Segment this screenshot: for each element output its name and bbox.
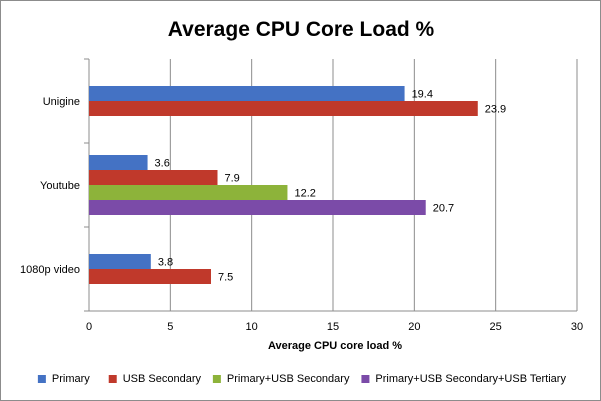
legend-label-primary-usb-secondary: Primary+USB Secondary: [227, 373, 350, 385]
legend-swatch-usb-secondary: [108, 375, 117, 383]
legend-swatch-primary: [37, 375, 46, 383]
x-tick-label-25: 25: [490, 321, 502, 333]
x-axis-title: Average CPU core load %: [268, 340, 402, 352]
legend-swatch-primary-usb-secondary-usb-tertiary: [361, 375, 370, 383]
category-label-youtube: Youtube: [40, 180, 80, 192]
data-labels: 19.4 23.9 3.6 7.9 12.2 20.7 3.8 7.5: [155, 89, 507, 284]
bar-youtube-primary-usb-secondary-usb-tertiary: [89, 200, 426, 215]
x-tick-label-30: 30: [571, 321, 583, 333]
chart-title: Average CPU Core Load %: [168, 18, 435, 41]
data-label-1080p-video-primary: 3.8: [158, 257, 173, 269]
x-tick-label-20: 20: [408, 321, 420, 333]
bar-unigine-usb-secondary: [89, 101, 478, 116]
data-label-youtube-primary: 3.6: [155, 158, 170, 170]
legend-label-primary: Primary: [52, 373, 90, 385]
bar-unigine-primary: [89, 86, 405, 101]
data-label-youtube-usb-secondary: 7.9: [225, 173, 240, 185]
bar-youtube-primary-usb-secondary: [89, 185, 288, 200]
category-labels: Unigine Youtube 1080p video: [20, 96, 80, 276]
data-label-youtube-primary-usb-secondary-usb-tertiary: 20.7: [433, 203, 454, 215]
data-label-youtube-primary-usb-secondary: 12.2: [294, 188, 315, 200]
bar-youtube-primary: [89, 155, 148, 170]
category-ticks: [84, 58, 89, 312]
legend-label-usb-secondary: USB Secondary: [123, 373, 202, 385]
bars: [89, 86, 478, 284]
legend: Primary USB Secondary Primary+USB Secondar…: [37, 373, 566, 385]
data-label-unigine-primary: 19.4: [412, 89, 433, 101]
data-label-1080p-video-usb-secondary: 7.5: [218, 272, 233, 284]
bar-1080p-video-primary: [89, 254, 151, 269]
x-tick-labels: 0 5 10 15 20 25 30: [86, 321, 583, 333]
x-tick-label-0: 0: [86, 321, 92, 333]
category-label-1080p-video: 1080p video: [20, 264, 80, 276]
x-tick-label-5: 5: [167, 321, 173, 333]
data-label-unigine-usb-secondary: 23.9: [485, 104, 506, 116]
category-label-unigine: Unigine: [43, 96, 80, 108]
legend-label-primary-usb-secondary-usb-tertiary: Primary+USB Secondary+USB Tertiary: [375, 373, 566, 385]
x-tick-label-15: 15: [327, 321, 339, 333]
x-tick-label-10: 10: [246, 321, 258, 333]
legend-swatch-primary-usb-secondary: [212, 375, 221, 383]
bar-1080p-video-usb-secondary: [89, 269, 211, 284]
bar-youtube-usb-secondary: [89, 170, 218, 185]
